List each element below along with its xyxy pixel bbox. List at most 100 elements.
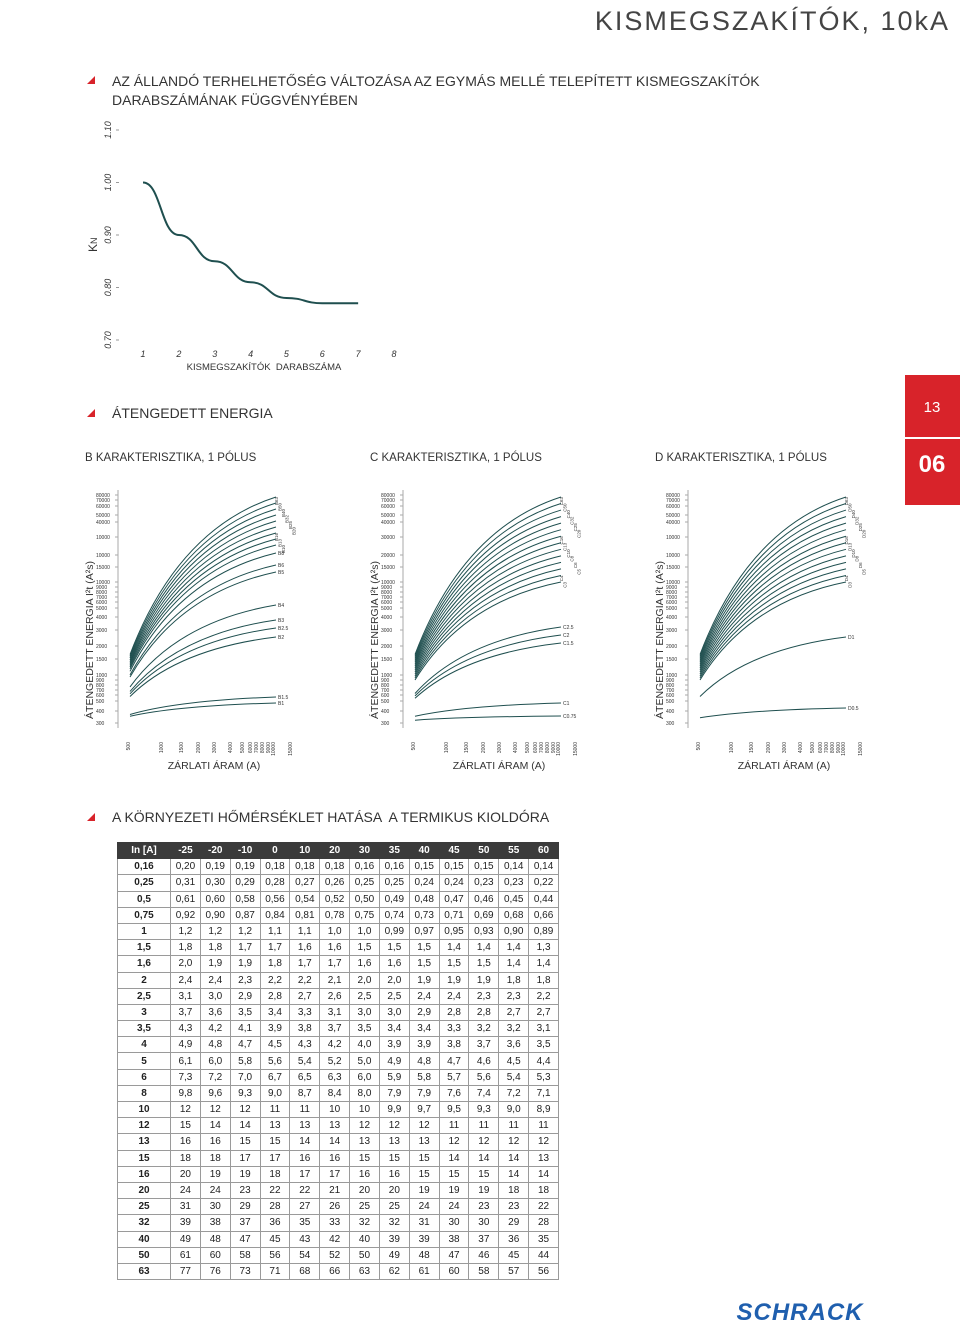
table-cell: 12 [229, 1100, 261, 1119]
table-cell: 5,4 [498, 1068, 530, 1086]
curve-label: C20 [577, 529, 582, 538]
table-cell: 1,9 [199, 955, 231, 973]
y-tick-label: 7000 [381, 595, 392, 601]
curve [699, 542, 847, 669]
table-cell: 4,4 [528, 1052, 559, 1070]
table-row: 16 20 19 19 18 17 17 16 16 15 15 15 14 14 [117, 1165, 559, 1183]
table-cell: 6,0 [349, 1068, 380, 1086]
table-cell: 48 [408, 1246, 440, 1264]
y-tick-label: 10000 [666, 580, 680, 586]
table-cell: 0,92 [170, 906, 201, 924]
curve [129, 619, 277, 692]
curve-label: B20 [292, 527, 297, 536]
chart-subtitle: D KARAKTERISZTIKA, 1 PÓLUS [655, 451, 827, 464]
table-cell: 16 [170, 1133, 201, 1151]
y-axis-label: ÁTENGEDETT ENERGIA I²t (A²s) [83, 561, 96, 719]
table-row: 32 39 38 37 36 35 33 32 32 31 30 30 29 28 [117, 1214, 559, 1232]
table-cell: 2,4 [438, 987, 470, 1005]
table-cell: 3,0 [378, 1003, 410, 1022]
table-cell: 25 [117, 1198, 171, 1216]
y-axis-label: ÁTENGEDETT ENERGIA I²t (A²s) [653, 561, 666, 719]
table-cell: 1,2 [199, 922, 231, 941]
curve-label: B2.5 [278, 626, 289, 632]
table-cell: 1,5 [117, 939, 171, 957]
table-cell: 0,45 [498, 890, 530, 908]
table-cell: 54 [289, 1246, 321, 1264]
curve-label: B32 [285, 515, 290, 524]
table-cell: 22 [289, 1181, 321, 1200]
curve-label: C13 [563, 542, 568, 551]
table-cell: 8,9 [528, 1100, 559, 1119]
table-row: 2 2,4 2,4 2,3 2,2 2,2 2,1 2,0 2,0 1,9 1,9 1,9 1,8 1,8 [117, 971, 559, 989]
y-tick-label: 700 [666, 688, 675, 694]
y-tick-label: 8000 [666, 590, 677, 596]
table-cell: 6 [117, 1068, 171, 1086]
table-cell: 5,3 [528, 1068, 559, 1086]
table-cell: 19 [468, 1181, 500, 1200]
curve-label: B10 [281, 545, 286, 554]
table-cell: 15 [438, 1165, 470, 1183]
section-title: A KÖRNYEZETI HŐMÉRSÉKLET HATÁSA A TERMIK… [112, 808, 550, 825]
x-tick-label: 9000 [551, 742, 557, 753]
y-tick-label: 8000 [96, 590, 107, 596]
table-cell: 49 [378, 1246, 410, 1264]
table-cell: 28 [528, 1214, 559, 1232]
table-cell: 3,6 [199, 1003, 231, 1022]
y-tick-label: 70000 [96, 498, 110, 504]
table-cell: 45 [259, 1230, 291, 1248]
table-cell: 39 [170, 1214, 201, 1232]
table-cell: 1,6 [289, 939, 321, 957]
table-cell: 58 [229, 1246, 261, 1264]
table-cell: 6,0 [199, 1052, 231, 1070]
curve-label: C8 [570, 555, 575, 561]
table-cell: 0,75 [117, 906, 171, 924]
table-cell: -20 [199, 841, 231, 860]
table-cell: 15 [349, 1149, 380, 1167]
curve-label: D10 [851, 549, 856, 558]
table-cell: 0,99 [378, 922, 410, 941]
curve [699, 707, 847, 719]
table-cell: 1,4 [468, 939, 500, 957]
table-cell: 47 [438, 1246, 470, 1264]
x-tick-label: 6 [320, 349, 325, 359]
curve [414, 561, 562, 675]
table-row: 12 15 14 14 13 13 13 12 12 12 11 11 11 11 [117, 1117, 559, 1135]
table-cell: 4,3 [289, 1036, 321, 1054]
table-cell: 17 [319, 1165, 351, 1183]
table-cell: 0,14 [498, 858, 530, 876]
table-cell: 0,19 [199, 858, 231, 876]
table-cell: 0,78 [319, 906, 351, 924]
x-tick-label: 1 [140, 349, 145, 359]
table-cell: 14 [498, 1165, 530, 1183]
table-cell: 2,9 [229, 987, 261, 1005]
table-cell: 13 [259, 1117, 291, 1135]
table-cell: 9,3 [229, 1084, 261, 1103]
curve [129, 544, 277, 670]
y-tick-label: 10000 [381, 580, 395, 586]
table-cell: 1,7 [289, 955, 321, 973]
table-cell: 48 [199, 1230, 231, 1248]
curve-label: C50 [563, 503, 568, 512]
table-cell: 5,6 [259, 1052, 291, 1070]
curve [129, 604, 277, 688]
curve-label: D16 [844, 536, 849, 545]
table-cell: 2,7 [528, 1003, 559, 1022]
curve-label: C32 [570, 516, 575, 525]
table-cell: 36 [259, 1214, 291, 1232]
y-tick-label: 6000 [381, 600, 392, 606]
y-tick-label: 4000 [666, 615, 677, 621]
curve [414, 503, 562, 657]
table-cell: 0,69 [468, 906, 500, 924]
curve [699, 636, 847, 697]
table-cell: 7,1 [528, 1084, 559, 1103]
table-cell: 0,75 [349, 906, 380, 924]
table-cell: 1,9 [468, 971, 500, 989]
table-cell: 15 [229, 1133, 261, 1151]
table-cell: 18 [528, 1181, 559, 1200]
y-tick-label: 10000 [666, 553, 680, 559]
y-tick-label: 1000 [381, 673, 392, 679]
table-cell: 0,50 [349, 890, 380, 908]
table-cell: 4,2 [199, 1020, 231, 1038]
table-row: 1,6 2,0 1,9 1,9 1,8 1,7 1,7 1,6 1,6 1,5 1,5 1,5 1,4 1… [117, 955, 559, 973]
